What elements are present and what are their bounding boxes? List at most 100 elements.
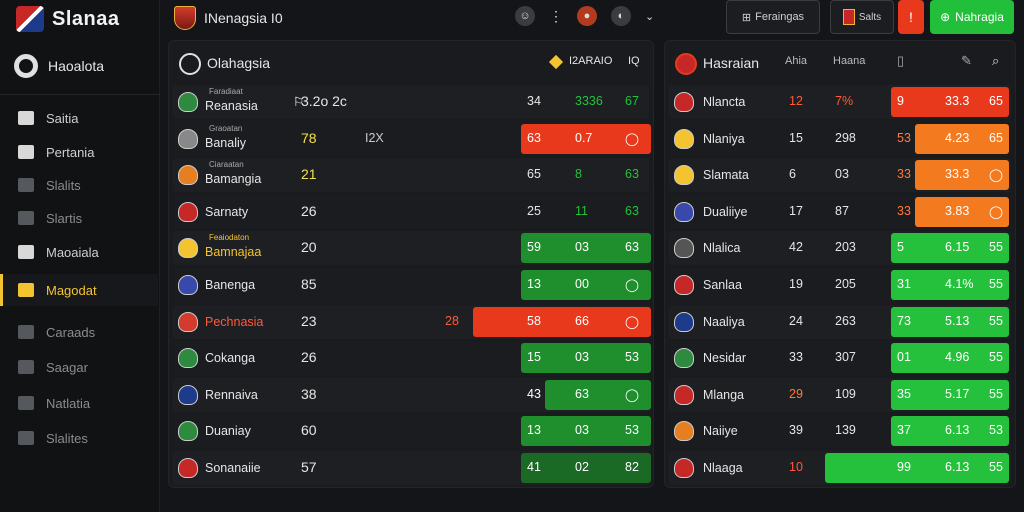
- stat-label: I2ARAIO: [569, 55, 613, 67]
- stat-cell[interactable]: [521, 416, 651, 447]
- stat-c3: 67: [625, 94, 639, 108]
- search-icon[interactable]: ⌕: [992, 53, 1000, 68]
- team-crest-icon: [178, 238, 198, 259]
- stat-cell[interactable]: [521, 343, 651, 374]
- standings-row[interactable]: Faradiaat Reanasia 3.2o 2c 34 3336 67 ⚐: [173, 85, 649, 119]
- standings-row[interactable]: Banenga 85 13 00 ◯: [173, 268, 651, 302]
- status-ring-icon: ◯: [625, 278, 639, 292]
- stat-b: 03: [835, 167, 849, 182]
- sidebar-header[interactable]: Haoalota: [14, 54, 104, 78]
- odds-cell[interactable]: [915, 123, 1009, 154]
- stat-cell[interactable]: [473, 306, 651, 337]
- chart-icon: [18, 178, 34, 192]
- team-subtitle: Feaiodaton: [209, 233, 250, 243]
- alert-button[interactable]: !: [898, 0, 924, 34]
- team-name: Naaliya: [703, 314, 745, 329]
- edit-icon[interactable]: ✎: [961, 53, 972, 68]
- standings-row[interactable]: Duaniay 60 13 03 53: [173, 414, 651, 449]
- team-subtitle: Faradiaat: [209, 87, 243, 96]
- team-crest-icon: [674, 92, 694, 112]
- more-icon[interactable]: ⋮: [549, 7, 563, 24]
- stat-d: 6.13: [945, 423, 970, 438]
- sidebar-item-6[interactable]: Caraads: [0, 316, 158, 348]
- stat-c2: 11: [575, 203, 588, 218]
- odds-row[interactable]: Nlancta 12 7% 9 33.3 65: [669, 85, 1011, 119]
- odds-row[interactable]: Nesidar 33 307 01 4.96 55: [669, 341, 1011, 376]
- odds-cell[interactable]: [891, 87, 1009, 117]
- stat-cell[interactable]: [521, 453, 651, 483]
- odds-cell[interactable]: [891, 233, 1009, 264]
- status-ring-icon: ◯: [625, 131, 639, 146]
- stat-c2: 03: [575, 240, 589, 255]
- stat-b: 307: [835, 350, 856, 365]
- stat-cell[interactable]: [545, 379, 651, 410]
- sidebar-item-5[interactable]: Magodat: [0, 274, 158, 306]
- stat-d: 6.13: [945, 460, 970, 474]
- plus-icon: ⊕: [940, 10, 951, 24]
- odds-row[interactable]: Naaliya 24 263 73 5.13 55: [669, 304, 1011, 339]
- standings-row[interactable]: Ciaraatan Bamangia 21 65 8 63: [173, 158, 649, 193]
- stat-c: 73: [897, 313, 911, 328]
- stat-b: 139: [835, 423, 856, 438]
- brand[interactable]: Slanaa: [16, 6, 119, 32]
- odds-row[interactable]: Slamata 6 03 33 33.3 ◯: [669, 158, 1011, 193]
- odds-row[interactable]: Mlanga 29 109 35 5.17 55: [669, 377, 1011, 412]
- sidebar-item-8[interactable]: Natlatia: [0, 387, 158, 419]
- standings-row[interactable]: Rennaiva 38 43 63 ◯: [173, 377, 651, 412]
- odds-row[interactable]: Naiiye 39 139 37 6.13 53: [669, 414, 1011, 449]
- odds-cell[interactable]: [915, 160, 1009, 191]
- ball-icon[interactable]: ●: [577, 6, 597, 26]
- stat-cell[interactable]: [521, 123, 651, 154]
- new-button[interactable]: ⊕ Nahragia: [930, 0, 1014, 34]
- standings-row[interactable]: Graoatan Banaliy 78 I2X 63 0.7 ◯: [173, 121, 651, 156]
- sidebar-item-0[interactable]: Saitia: [0, 102, 158, 134]
- odds-row[interactable]: Nlaniya 15 298 53 4.23 65: [669, 121, 1011, 156]
- sidebar-item-1[interactable]: Pertania: [0, 136, 158, 168]
- standings-row[interactable]: Pechnasia 23 28 58 66 ◯: [173, 304, 651, 339]
- crest-icon: [842, 9, 855, 25]
- stat-cell[interactable]: [521, 233, 651, 264]
- stat-cell[interactable]: [521, 270, 651, 300]
- chevron-down-icon[interactable]: ⌄: [645, 10, 655, 23]
- team-name: Rennaiva: [205, 387, 258, 402]
- odds-row[interactable]: Sanlaa 19 205 31 4.1% 55: [669, 268, 1011, 302]
- odds-row[interactable]: Nlalica 42 203 5 6.15 55: [669, 231, 1011, 266]
- filter-button[interactable]: ⊞ Feraingas: [726, 0, 820, 34]
- sidebar-item-3[interactable]: Slartis: [0, 202, 158, 234]
- odds-cell[interactable]: [891, 343, 1009, 374]
- stat-c1: 41: [527, 460, 541, 474]
- page-title-text: INenagsia I0: [204, 10, 283, 26]
- odds-cell[interactable]: [891, 306, 1009, 337]
- odds-row[interactable]: Dualiiye 17 87 33 3.83 ◯: [669, 194, 1011, 229]
- stat-c3: 63: [625, 167, 639, 182]
- sidebar-item-7[interactable]: Saagar: [0, 351, 158, 383]
- user-icon[interactable]: ☺: [515, 6, 535, 26]
- trash-icon[interactable]: ▯: [897, 53, 905, 68]
- sidebar-item-2[interactable]: Slalits: [0, 169, 158, 201]
- stats-button[interactable]: Salts: [830, 0, 894, 34]
- team-name: Sarnaty: [205, 204, 249, 219]
- odds-cell[interactable]: [891, 416, 1009, 447]
- sidebar-item-9[interactable]: Slalites: [0, 422, 158, 454]
- avatar-icon[interactable]: ◐: [611, 6, 631, 26]
- sidebar-item-label: Saagar: [46, 359, 88, 375]
- standings-row[interactable]: Sarnaty 26 25 11 63: [173, 194, 649, 229]
- status-ring-icon: ◯: [989, 204, 1003, 219]
- team-name: Nlaaga: [703, 461, 743, 475]
- standings-row[interactable]: Sonanaiie 57 41 02 82: [173, 451, 651, 485]
- odds-cell[interactable]: [891, 379, 1009, 410]
- new-label: Nahragia: [955, 10, 1004, 24]
- standings-row[interactable]: Feaiodaton Bamnajaa 20 59 03 63: [173, 231, 651, 266]
- odds-cell[interactable]: [891, 270, 1009, 300]
- stat-d: 4.96: [945, 350, 970, 365]
- odds-cell[interactable]: [825, 453, 1009, 483]
- team-crest-icon: [674, 165, 694, 186]
- standings-row[interactable]: Cokanga 26 15 03 53: [173, 341, 651, 376]
- stat-c1: 59: [527, 240, 541, 255]
- odds-cell[interactable]: [915, 196, 1009, 227]
- sidebar-item-4[interactable]: Maoaiala: [0, 236, 158, 268]
- team-name: Bamnajaa: [205, 245, 262, 260]
- sidebar-item-label: Pertania: [46, 144, 95, 160]
- team-crest-icon: [178, 421, 198, 442]
